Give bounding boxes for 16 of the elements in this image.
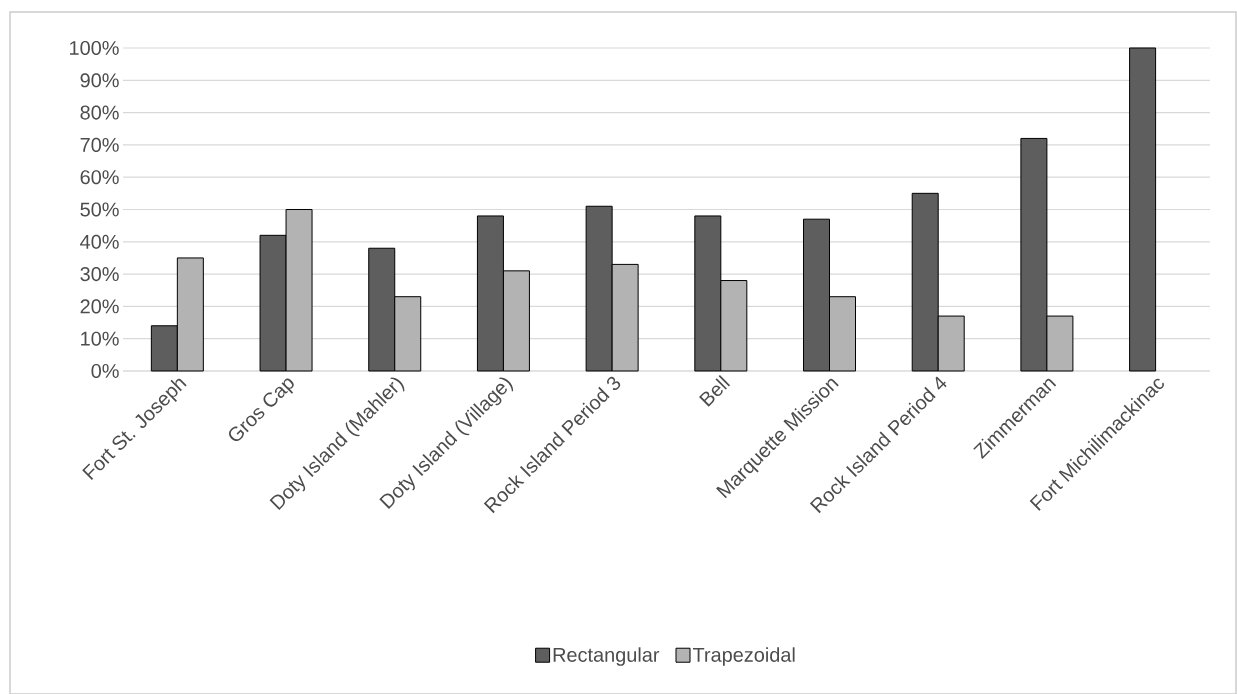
y-tick-label: 90% (80, 73, 119, 88)
x-tick-label: Gros Cap (229, 378, 294, 442)
y-tick-label: 20% (80, 299, 119, 314)
bar (1129, 47, 1157, 372)
y-tick-label: 80% (80, 105, 119, 120)
y-tick-label: 40% (80, 234, 119, 249)
y-tick-label: 100% (70, 40, 119, 56)
y-tick-label: 70% (80, 137, 119, 152)
y-tick-label: 30% (80, 267, 119, 282)
legend-label: Rectangular (553, 647, 660, 666)
y-tick-label: 0% (91, 363, 119, 379)
y-tick-label: 50% (80, 202, 119, 217)
y-tick-label: 10% (81, 331, 119, 346)
legend-label: Trapezoidal (692, 647, 795, 666)
x-tick-label: Bell (699, 375, 731, 407)
y-tick-label: 60% (80, 170, 119, 185)
